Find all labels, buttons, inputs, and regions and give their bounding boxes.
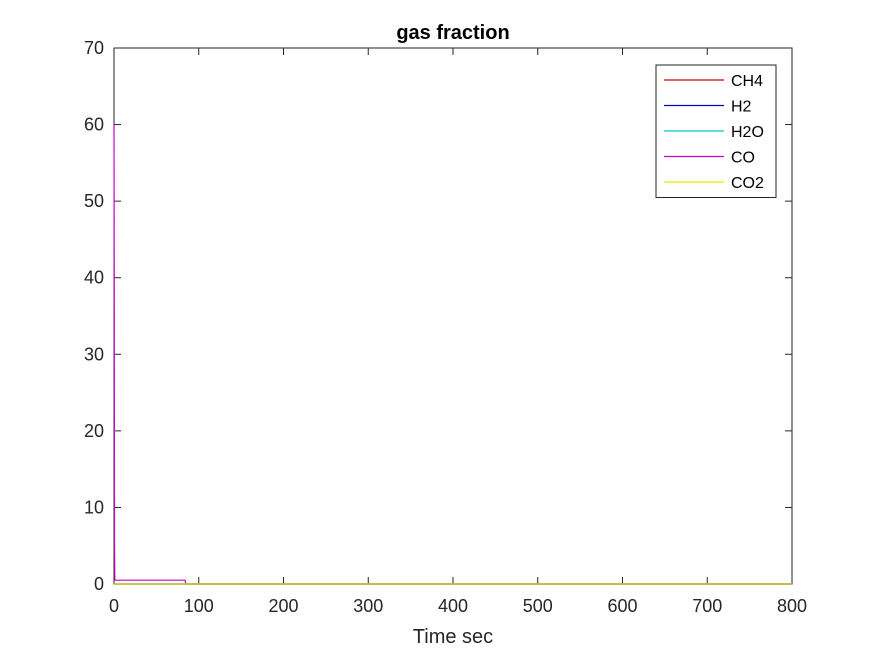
legend-label: CH4 xyxy=(731,73,763,90)
y-axis: 0 10 20 30 40 50 60 70 xyxy=(84,38,792,594)
x-tick-label: 0 xyxy=(109,596,119,616)
legend-label: CO xyxy=(731,150,755,167)
x-tick-label: 400 xyxy=(438,596,468,616)
x-axis: 0 100 200 300 400 500 600 700 800 xyxy=(109,48,807,616)
y-tick-label: 60 xyxy=(84,115,104,135)
legend: CH4 H2 H2O CO CO2 xyxy=(655,64,777,198)
x-tick-label: 200 xyxy=(268,596,298,616)
chart-title: gas fraction xyxy=(396,22,509,44)
x-tick-label: 800 xyxy=(777,596,807,616)
x-tick-label: 600 xyxy=(607,596,637,616)
y-tick-label: 30 xyxy=(84,344,104,364)
series-lines xyxy=(113,124,792,585)
y-tick-label: 10 xyxy=(84,497,104,517)
y-tick-label: 70 xyxy=(84,38,104,58)
x-tick-label: 500 xyxy=(523,596,553,616)
legend-label: H2 xyxy=(731,99,752,116)
x-tick-label: 100 xyxy=(184,596,214,616)
legend-label: H2O xyxy=(731,124,764,141)
y-tick-label: 20 xyxy=(84,421,104,441)
x-axis-label: Time sec xyxy=(413,626,493,648)
y-tick-label: 0 xyxy=(94,574,104,594)
y-tick-label: 50 xyxy=(84,191,104,211)
legend-label: CO2 xyxy=(731,175,764,192)
x-tick-label: 700 xyxy=(692,596,722,616)
x-tick-label: 300 xyxy=(353,596,383,616)
y-tick-label: 40 xyxy=(84,268,104,288)
